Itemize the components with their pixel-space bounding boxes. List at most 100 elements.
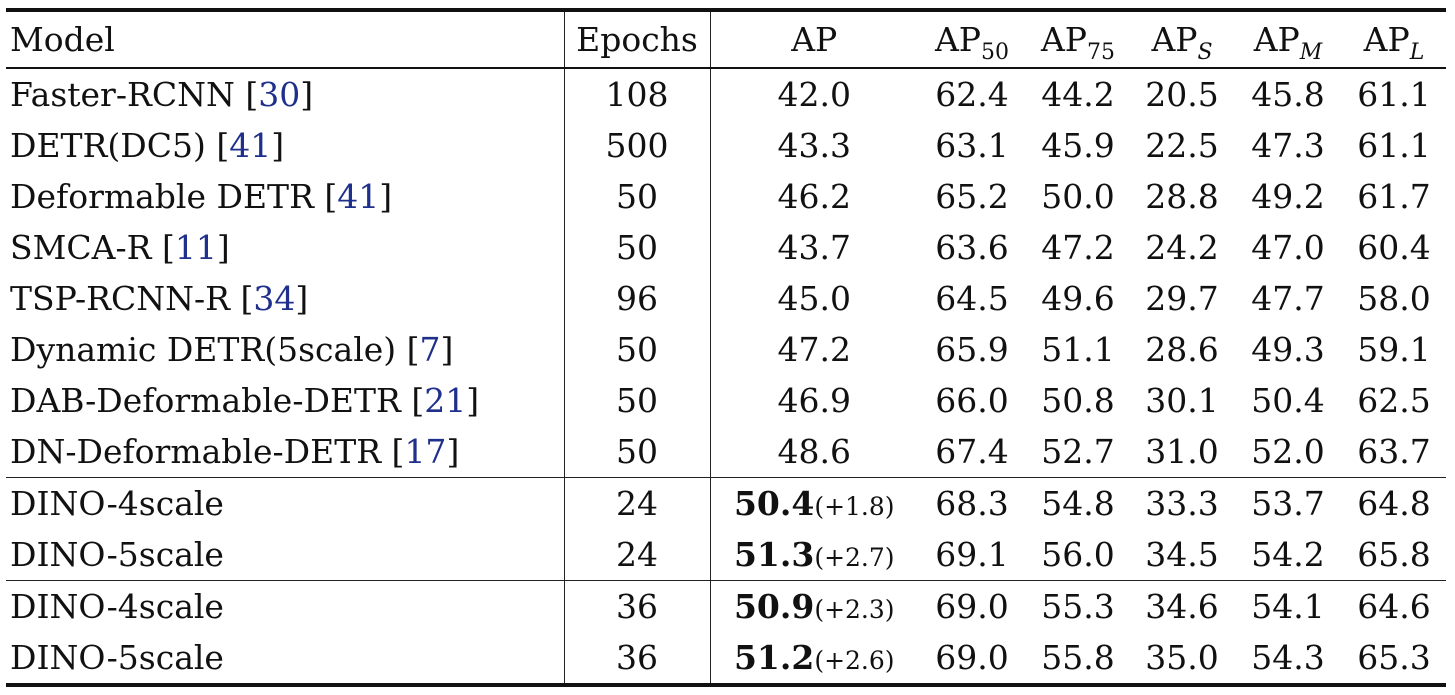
ap50-cell: 65.2 bbox=[935, 177, 1009, 216]
ap50-cell: 67.4 bbox=[935, 432, 1009, 471]
ap50-cell: 63.1 bbox=[935, 126, 1009, 165]
apm-cell: 54.3 bbox=[1251, 638, 1325, 677]
epochs-cell: 24 bbox=[564, 477, 711, 529]
model-cell: Dynamic DETR(5scale) [7] bbox=[6, 324, 565, 375]
model-name: DAB-Deformable-DETR bbox=[10, 381, 401, 420]
model-name: DN-Deformable-DETR bbox=[10, 432, 382, 471]
header-aps: APS bbox=[1130, 10, 1234, 68]
citation-link: 17 bbox=[404, 432, 447, 471]
ap75-cell: 55.8 bbox=[1041, 638, 1115, 677]
header-ap50-sub: 50 bbox=[981, 40, 1010, 65]
apl-cell: 64.6 bbox=[1357, 587, 1431, 626]
aps-cell: 34.6 bbox=[1145, 587, 1219, 626]
header-apm: APM bbox=[1234, 10, 1342, 68]
citation-link: 41 bbox=[337, 177, 380, 216]
model-cell: SMCA-R [11] bbox=[6, 222, 565, 273]
epochs-cell: 96 bbox=[564, 273, 711, 324]
apl-cell: 63.7 bbox=[1357, 432, 1431, 471]
ap50-cell: 65.9 bbox=[935, 330, 1009, 369]
apm-cell: 47.3 bbox=[1251, 126, 1325, 165]
ap75-cell: 45.9 bbox=[1041, 126, 1115, 165]
dino-36-epoch-group: DINO-4scale 36 50.9(+2.3) 69.0 55.3 34.6 54.1 6… bbox=[6, 580, 1446, 685]
apl-cell: 62.5 bbox=[1357, 381, 1431, 420]
header-ap50: AP50 bbox=[918, 10, 1026, 68]
header-apm-base: AP bbox=[1253, 20, 1300, 59]
apl-cell: 65.8 bbox=[1357, 535, 1431, 574]
citation-link: 34 bbox=[253, 279, 296, 318]
epochs-cell: 108 bbox=[564, 68, 711, 120]
apm-cell: 54.2 bbox=[1251, 535, 1325, 574]
ap50-cell: 64.5 bbox=[935, 279, 1009, 318]
model-cell: DINO-5scale bbox=[6, 529, 565, 581]
header-epochs: Epochs bbox=[564, 10, 711, 68]
aps-cell: 33.3 bbox=[1145, 484, 1219, 523]
table-row: Faster-RCNN [30] 108 42.0 62.4 44.2 20.5 45.8 6… bbox=[6, 68, 1446, 120]
apm-cell: 50.4 bbox=[1251, 381, 1325, 420]
table-row: DETR(DC5) [41] 500 43.3 63.1 45.9 22.5 47.3 61.… bbox=[6, 120, 1446, 171]
table-row: Deformable DETR [41] 50 46.2 65.2 50.0 28.8 49… bbox=[6, 171, 1446, 222]
results-table: Model Epochs AP AP50 AP75 APS APM APL Fa… bbox=[6, 8, 1446, 687]
epochs-cell: 500 bbox=[564, 120, 711, 171]
header-ap: AP bbox=[791, 20, 838, 59]
table-row: DN-Deformable-DETR [17] 50 48.6 67.4 52.7 31.… bbox=[6, 426, 1446, 478]
ap-delta: (+2.7) bbox=[814, 543, 895, 572]
aps-cell: 22.5 bbox=[1145, 126, 1219, 165]
header-ap75-sub: 75 bbox=[1087, 40, 1116, 65]
ap-cell: 43.7 bbox=[777, 228, 851, 267]
ap-cell: 47.2 bbox=[777, 330, 851, 369]
ap75-cell: 51.1 bbox=[1041, 330, 1115, 369]
model-name: TSP-RCNN-R bbox=[10, 279, 231, 318]
ap50-cell: 69.0 bbox=[935, 587, 1009, 626]
apm-cell: 47.0 bbox=[1251, 228, 1325, 267]
baseline-group: Faster-RCNN [30] 108 42.0 62.4 44.2 20.5 45.8 6… bbox=[6, 68, 1446, 478]
apm-cell: 52.0 bbox=[1251, 432, 1325, 471]
apl-cell: 58.0 bbox=[1357, 279, 1431, 318]
ap75-cell: 50.0 bbox=[1041, 177, 1115, 216]
citation-link: 21 bbox=[424, 381, 467, 420]
apm-cell: 53.7 bbox=[1251, 484, 1325, 523]
table-row: Dynamic DETR(5scale) [7] 50 47.2 65.9 51.1 28… bbox=[6, 324, 1446, 375]
model-name: Deformable DETR bbox=[10, 177, 314, 216]
apl-cell: 65.3 bbox=[1357, 638, 1431, 677]
header-ap75: AP75 bbox=[1026, 10, 1130, 68]
table-row: DAB-Deformable-DETR [21] 50 46.9 66.0 50.8 30… bbox=[6, 375, 1446, 426]
ap50-cell: 62.4 bbox=[935, 75, 1009, 114]
dino-24-epoch-group: DINO-4scale 24 50.4(+1.8) 68.3 54.8 33.3 53.7 6… bbox=[6, 477, 1446, 581]
citation-link: 11 bbox=[174, 228, 217, 267]
aps-cell: 20.5 bbox=[1145, 75, 1219, 114]
model-name: DETR(DC5) bbox=[10, 126, 206, 165]
citation-link: 41 bbox=[229, 126, 272, 165]
apm-cell: 49.3 bbox=[1251, 330, 1325, 369]
ap50-cell: 66.0 bbox=[935, 381, 1009, 420]
ap-cell: 48.6 bbox=[777, 432, 851, 471]
apl-cell: 59.1 bbox=[1357, 330, 1431, 369]
apl-cell: 61.7 bbox=[1357, 177, 1431, 216]
header-ap75-base: AP bbox=[1040, 20, 1088, 59]
epochs-cell: 24 bbox=[564, 529, 711, 581]
model-cell: DAB-Deformable-DETR [21] bbox=[6, 375, 565, 426]
aps-cell: 29.7 bbox=[1145, 279, 1219, 318]
ap75-cell: 56.0 bbox=[1041, 535, 1115, 574]
model-cell: DINO-4scale bbox=[6, 580, 565, 632]
epochs-cell: 50 bbox=[564, 375, 711, 426]
ap-cell: 46.9 bbox=[777, 381, 851, 420]
citation-link: 30 bbox=[258, 75, 301, 114]
table-row: DINO-5scale 24 51.3(+2.7) 69.1 56.0 34.5 54.2 6… bbox=[6, 529, 1446, 581]
apm-cell: 47.7 bbox=[1251, 279, 1325, 318]
model-cell: DINO-5scale bbox=[6, 632, 565, 685]
aps-cell: 34.5 bbox=[1145, 535, 1219, 574]
ap50-cell: 63.6 bbox=[935, 228, 1009, 267]
aps-cell: 28.6 bbox=[1145, 330, 1219, 369]
ap-cell: 50.9(+2.3) bbox=[710, 581, 918, 633]
header-aps-sub: S bbox=[1197, 40, 1213, 65]
epochs-cell: 50 bbox=[564, 171, 711, 222]
table-row: SMCA-R [11] 50 43.7 63.6 47.2 24.2 47.0 60.4 bbox=[6, 222, 1446, 273]
aps-cell: 35.0 bbox=[1145, 638, 1219, 677]
ap-value: 51.2 bbox=[733, 638, 815, 677]
aps-cell: 31.0 bbox=[1145, 432, 1219, 471]
aps-cell: 24.2 bbox=[1145, 228, 1219, 267]
ap50-cell: 69.0 bbox=[935, 638, 1009, 677]
epochs-cell: 36 bbox=[564, 580, 711, 632]
ap-value: 51.3 bbox=[733, 535, 815, 574]
